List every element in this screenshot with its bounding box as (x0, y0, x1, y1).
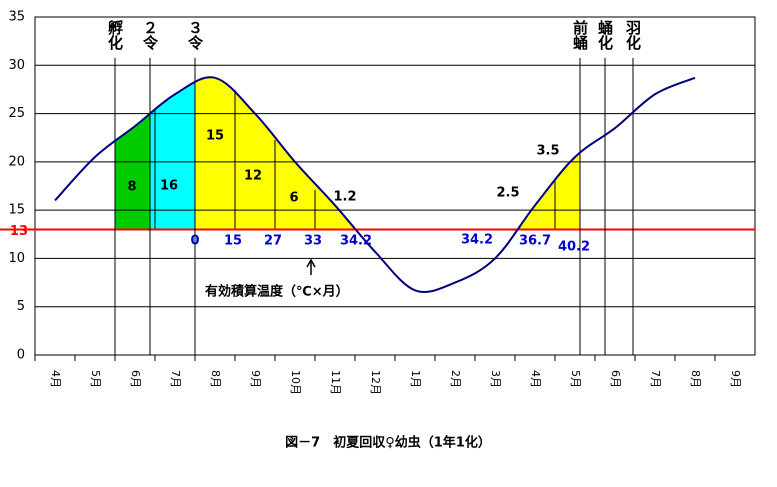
x-tick-label: 6月 (609, 370, 622, 388)
stage-label: 孵化 (106, 19, 124, 50)
cumulative-sum: 34.2 (461, 233, 493, 248)
cumulative-sum: 0 (190, 234, 199, 249)
cumulative-sum: 15 (224, 234, 242, 249)
x-tick-label: 8月 (209, 370, 222, 388)
cumulative-sum: 33 (304, 234, 322, 249)
y-tick-label: 25 (8, 106, 25, 121)
x-tick-label: 12月 (369, 370, 382, 395)
monthly-sum: 12 (244, 169, 262, 184)
x-tick-label: 9月 (729, 370, 742, 388)
stage-label: ３令 (186, 20, 204, 51)
x-tick-label: 11月 (329, 370, 342, 395)
y-tick-label: 15 (8, 203, 25, 218)
x-tick-label: 8月 (689, 370, 702, 388)
cumulative-sum: 36.7 (519, 234, 551, 249)
x-tick-label: 3月 (489, 370, 502, 388)
x-tick-label: 10月 (289, 370, 302, 395)
monthly-sum: 1.2 (333, 190, 356, 205)
cumulative-sum: 40.2 (558, 240, 590, 255)
cumulative-sum: 27 (264, 234, 282, 249)
y-tick-label: 5 (17, 299, 25, 314)
x-tick-label: 5月 (89, 370, 102, 388)
x-tick-label: 9月 (249, 370, 262, 388)
x-tick-label: 2月 (449, 370, 462, 388)
stage-label: 蛹化 (596, 19, 614, 50)
x-tick-label: 7月 (169, 370, 182, 388)
monthly-sum: 16 (160, 179, 178, 194)
stage-label: 前蛹 (571, 19, 589, 51)
arrow-head (306, 258, 316, 268)
monthly-sum: 15 (206, 129, 224, 144)
monthly-sum: 2.5 (496, 186, 519, 201)
monthly-sum: 3.5 (536, 144, 559, 159)
stage-label: ２令 (141, 20, 159, 51)
y-tick-label: 30 (8, 58, 25, 73)
y-tick-label: 10 (8, 251, 25, 266)
y-tick-label: 20 (8, 154, 25, 169)
threshold-label: 13 (10, 224, 28, 239)
y-tick-label: 35 (8, 10, 25, 25)
x-tick-label: 7月 (649, 370, 662, 388)
temperature-line (54, 76, 696, 294)
chart-title: 図－7 初夏回収♀幼虫（1年1化） (285, 435, 491, 451)
x-tick-label: 6月 (129, 370, 142, 388)
stage-label: 羽化 (624, 20, 642, 50)
x-tick-label: 4月 (529, 370, 542, 388)
x-tick-label: 4月 (49, 370, 62, 388)
y-tick-label: 0 (17, 348, 25, 363)
cumulative-sum: 34.2 (340, 234, 372, 249)
x-tick-label: 1月 (409, 370, 422, 388)
monthly-sum: 6 (289, 191, 298, 206)
annotation: 有効積算温度（℃×月） (205, 284, 349, 300)
x-tick-label: 5月 (569, 370, 582, 388)
monthly-sum: 8 (127, 180, 136, 195)
